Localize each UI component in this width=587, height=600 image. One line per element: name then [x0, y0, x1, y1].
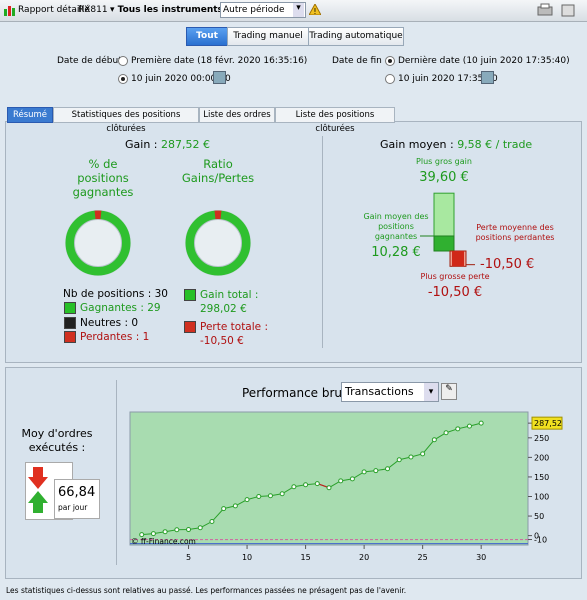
chart-header: Horizontal: Transactions, Vertical: Devi…	[131, 414, 400, 423]
account[interactable]: RX811	[78, 5, 108, 15]
avg-loss-label: Perte moyenne des positions perdantes	[475, 223, 555, 242]
print-icons[interactable]	[536, 3, 580, 18]
win-rate-title: % de positions gagnantes	[72, 157, 134, 199]
gain-total-label: Gain total :	[200, 289, 259, 301]
win-rate-label: 96,67 %	[75, 237, 121, 250]
avg-value: 9,58 € / trade	[457, 138, 533, 151]
start-first: Première date (18 févr. 2020 16:35:16)	[131, 56, 308, 66]
divider	[116, 380, 117, 565]
gain-row: Gain : 287,52 €	[125, 138, 210, 151]
losers-label: Perdantes :	[80, 331, 140, 343]
orders-box	[54, 479, 100, 519]
header-part: , Vertical:	[227, 414, 266, 423]
legend-square	[64, 302, 76, 314]
orders-label: Moy d'ordres exécutés :	[21, 427, 93, 454]
radio-checked[interactable]	[118, 74, 128, 84]
copyright: © ff-Finance.com	[131, 537, 196, 546]
header-part: 29	[364, 414, 376, 423]
arrows-icon	[28, 467, 48, 513]
losers-value: 1	[142, 331, 150, 343]
positions-label: Nb de positions :	[63, 288, 152, 300]
header-part: Devise (€)	[265, 414, 309, 423]
neutral-value: 0	[131, 317, 139, 329]
mode-tab[interactable]: Tout	[186, 27, 228, 46]
loss-total-label: Perte totale :	[200, 321, 268, 333]
svg-text:!: !	[313, 7, 316, 15]
start-label: Date de début :	[57, 56, 128, 66]
header-part: Horizontal:	[131, 414, 175, 423]
header-part: Transactions	[174, 414, 228, 423]
end-last: Dernière date (10 juin 2020 17:35:40)	[398, 56, 570, 66]
settings-button[interactable]: ✎	[441, 383, 457, 400]
tab[interactable]: Liste des positions clôturées	[275, 107, 395, 134]
max-gain-value: 39,60 €	[419, 170, 469, 185]
orders-unit: par jour	[58, 503, 88, 512]
header-part: /	[375, 414, 383, 423]
mode-tab[interactable]: Trading manuel	[227, 27, 309, 46]
dropdown-arrow: ▾	[424, 383, 438, 401]
positions-value: 30	[154, 288, 168, 300]
header-part: 1	[395, 414, 401, 423]
divider	[322, 136, 323, 348]
end-label: Date de fin :	[332, 56, 388, 66]
perf-title: Performance brute	[242, 386, 355, 400]
instruments[interactable]: ▾ Tous les instruments	[110, 5, 223, 15]
report-icon	[4, 6, 15, 16]
perf-select[interactable]: Transactions ▾	[341, 382, 439, 402]
positions: Nb de positions : 30	[63, 288, 168, 300]
gain-value: 287,52 €	[161, 138, 210, 151]
radio-checked[interactable]	[385, 56, 395, 66]
loss-total-value: -10,50 €	[200, 335, 244, 347]
winners-label: Gagnantes :	[80, 302, 144, 314]
warning-icon: !	[309, 4, 321, 15]
avg-gain-value: 10,28 €	[371, 245, 421, 260]
dropdown-arrow: ▾	[293, 3, 304, 17]
period-label: Autre période	[223, 5, 285, 15]
max-gain-label: Plus gros gain	[416, 157, 472, 166]
end-custom: 10 juin 2020 17:35:40	[398, 74, 498, 84]
footer: Les statistiques ci-dessus sont relative…	[6, 586, 407, 595]
avg-row: Gain moyen : 9,58 € / trade	[380, 138, 532, 151]
tab[interactable]: Statistiques des positions clôturées	[53, 107, 199, 134]
avg-label: Gain moyen :	[380, 138, 454, 151]
ratio-title: Ratio Gains/Pertes	[181, 157, 255, 185]
avg-gain-label: Gain moyen des positions gagnantes	[363, 212, 429, 241]
calendar-icon[interactable]	[481, 71, 494, 84]
radio[interactable]	[118, 56, 128, 66]
tab[interactable]: Résumé	[7, 107, 53, 123]
mode-tab[interactable]: Trading automatique	[308, 27, 404, 46]
tab[interactable]: Liste des ordres	[199, 107, 275, 123]
ratio-label: 28,38	[202, 237, 234, 250]
legend-square	[64, 317, 76, 329]
winners: Gagnantes : 29	[80, 302, 161, 314]
legend-square	[64, 331, 76, 343]
max-loss-value: -10,50 €	[427, 285, 483, 300]
period-select[interactable]: Autre période ▾	[220, 2, 306, 18]
calendar-icon[interactable]	[213, 71, 226, 84]
avg-loss-value: -10,50 €	[480, 257, 535, 272]
gain-label: Gain :	[125, 138, 158, 151]
winners-value: 29	[147, 302, 161, 314]
header-part: , Transactions:	[308, 414, 365, 423]
legend-square	[184, 289, 196, 301]
report-label[interactable]: Rapport détaillé	[18, 5, 90, 15]
losers: Perdantes : 1	[80, 331, 149, 343]
perf-mode: Transactions	[345, 385, 414, 398]
radio[interactable]	[385, 74, 395, 84]
legend-square	[184, 321, 196, 333]
neutral-label: Neutres :	[80, 317, 128, 329]
max-loss-label: Plus grosse perte	[420, 272, 490, 281]
neutral: Neutres : 0	[80, 317, 138, 329]
gain-total-value: 298,02 €	[200, 303, 247, 315]
instruments-label: Tous les instruments	[117, 5, 223, 15]
orders-value: 66,84	[58, 485, 96, 500]
start-custom: 10 juin 2020 00:00:00	[131, 74, 231, 84]
